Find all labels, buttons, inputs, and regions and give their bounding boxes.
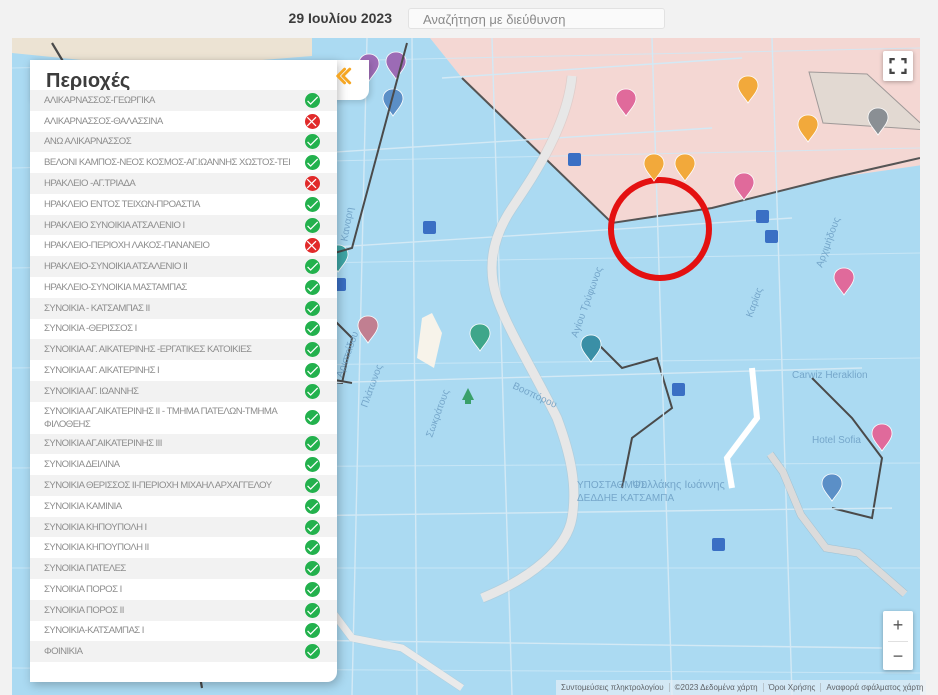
svg-text:Hotel Sofia: Hotel Sofia	[812, 435, 861, 446]
svg-text:ΥΠΟΣΤΑΘΜΟΣ: ΥΠΟΣΤΑΘΜΟΣ	[577, 480, 647, 491]
svg-text:Carwiz Heraklion: Carwiz Heraklion	[792, 370, 868, 381]
svg-text:ΔΕΔΔΗΕ ΚΑΤΣΑΜΠΑ: ΔΕΔΔΗΕ ΚΑΤΣΑΜΠΑ	[577, 493, 674, 504]
